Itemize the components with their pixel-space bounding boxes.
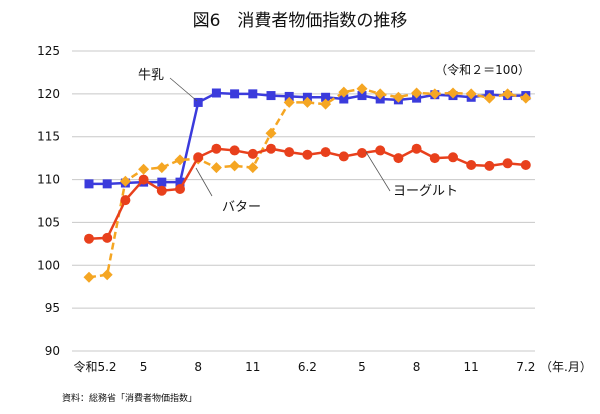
x-unit-label: （年.月） (540, 360, 592, 374)
data-point-square (102, 179, 112, 189)
data-point-circle (156, 185, 167, 196)
data-point-circle (102, 232, 113, 243)
y-tick-label: 90 (45, 344, 60, 358)
series-label: 牛乳 (138, 68, 164, 83)
data-point-square (266, 91, 276, 101)
x-tick-label: 5 (358, 360, 366, 374)
data-point-square (357, 91, 367, 101)
y-tick-label: 105 (37, 215, 60, 229)
data-point-diamond (447, 87, 459, 99)
x-tick-label: 8 (194, 360, 202, 374)
data-point-circle (84, 233, 94, 244)
data-point-circle (229, 145, 240, 156)
data-point-diamond (101, 269, 113, 281)
data-point-circle (375, 145, 386, 156)
data-point-square (193, 97, 203, 107)
data-point-square (230, 89, 240, 99)
data-point-circle (284, 147, 295, 158)
data-point-diamond (301, 96, 313, 108)
x-tick-label: 5 (140, 360, 148, 374)
data-point-diamond (411, 87, 423, 99)
leader-line (169, 77, 198, 102)
data-point-diamond (229, 160, 241, 172)
source-note: 資料：総務省「消費者物価指数」 (62, 392, 197, 404)
data-point-circle (502, 158, 513, 169)
data-point-square (211, 88, 221, 98)
data-point-diamond (119, 175, 131, 187)
data-point-circle (357, 148, 367, 158)
data-point-diamond (429, 88, 441, 100)
data-point-circle (320, 147, 331, 158)
data-point-square (321, 92, 331, 102)
data-point-circle (266, 143, 276, 154)
data-point-circle (448, 152, 458, 163)
data-point-circle (175, 184, 185, 194)
data-point-diamond (138, 163, 150, 175)
data-point-square (175, 177, 185, 187)
data-point-diamond (247, 162, 259, 174)
data-point-diamond (210, 162, 222, 174)
data-point-diamond (356, 83, 368, 95)
data-point-diamond (374, 88, 386, 100)
x-tick-label: 8 (413, 360, 421, 374)
y-tick-label: 100 (37, 258, 60, 272)
data-point-circle (466, 160, 477, 170)
data-point-diamond (520, 92, 532, 104)
data-point-circle (429, 153, 440, 164)
y-tick-label: 115 (37, 130, 60, 144)
data-point-diamond (156, 162, 168, 174)
data-point-circle (120, 195, 131, 206)
leader-line (195, 167, 213, 197)
data-point-circle (211, 143, 222, 154)
chart-note: （令和２＝100） (435, 62, 530, 77)
data-point-diamond (265, 127, 277, 139)
data-point-diamond (338, 86, 350, 98)
chart-title: 図6 消費者物価指数の推移 (193, 11, 408, 31)
data-point-circle (411, 143, 422, 154)
data-point-diamond (465, 88, 477, 100)
leader-line (365, 151, 391, 192)
data-point-diamond (174, 154, 186, 166)
data-point-diamond (392, 91, 404, 103)
series-label: ヨーグルト (393, 184, 458, 199)
data-point-diamond (502, 88, 514, 100)
series-line (88, 147, 526, 240)
x-tick-label: 令和5.2 (73, 359, 116, 374)
data-point-circle (484, 160, 495, 171)
data-point-circle (138, 174, 149, 185)
y-tick-label: 125 (37, 44, 60, 58)
data-point-square (284, 91, 294, 101)
x-tick-label: 7.2 (516, 360, 535, 374)
x-tick-label: 11 (464, 360, 479, 374)
data-point-circle (193, 152, 204, 163)
x-tick-label: 11 (245, 360, 260, 374)
data-point-square (157, 177, 167, 187)
y-tick-label: 120 (37, 87, 60, 101)
data-point-diamond (83, 271, 95, 283)
data-point-circle (247, 148, 258, 159)
data-point-square (339, 94, 349, 104)
data-point-diamond (483, 92, 495, 104)
data-point-circle (302, 149, 313, 160)
data-point-circle (393, 153, 404, 164)
series-label: バター (222, 200, 261, 215)
data-point-circle (338, 151, 349, 162)
data-point-square (84, 179, 94, 189)
y-tick-label: 110 (37, 173, 60, 187)
data-point-diamond (283, 96, 295, 108)
x-tick-label: 6.2 (298, 360, 317, 374)
data-point-diamond (320, 98, 332, 110)
data-point-square (248, 89, 258, 99)
data-point-circle (520, 160, 531, 170)
y-tick-label: 95 (45, 301, 60, 315)
